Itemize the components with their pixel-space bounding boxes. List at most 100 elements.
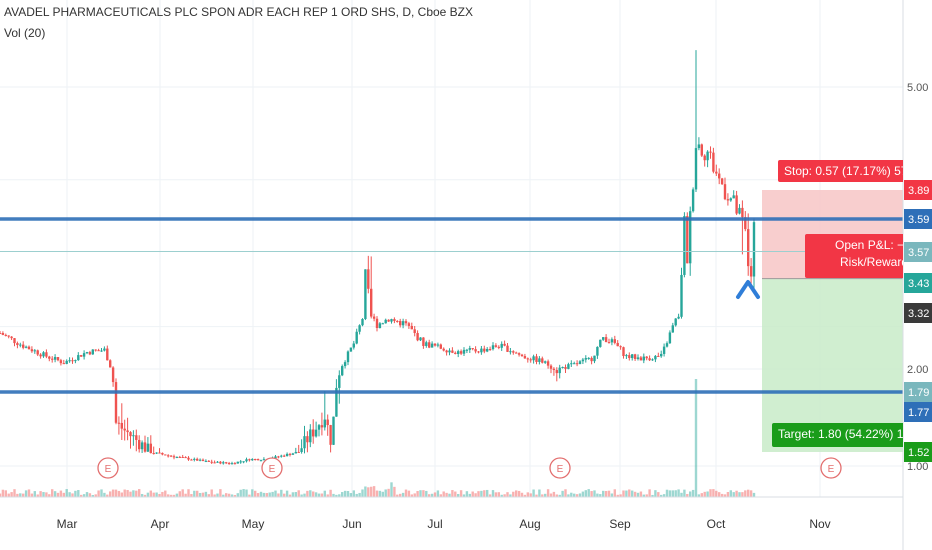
candle-body [738,207,741,214]
volume-bar [749,490,753,497]
volume-bar [193,490,196,497]
volume-bar [45,492,48,497]
candle-body [338,375,341,388]
volume-bar [143,494,147,497]
candle [660,350,663,358]
candle [303,425,306,454]
candle [45,349,48,359]
candle [570,360,573,367]
earnings-marker: E [97,457,119,479]
candle-body [158,452,161,454]
candle-body [599,339,602,347]
candle [169,455,173,458]
candle-body [715,171,718,174]
candle [459,349,463,356]
x-tick-label: Apr [151,517,170,531]
volume-bar [343,490,347,497]
x-axis: Mar Apr May Jun Jul Aug Sep Oct Nov [0,496,903,531]
candle [439,343,442,350]
candle [4,333,7,337]
candle [639,355,643,361]
candle-body [77,355,80,361]
volume-bar [665,489,669,497]
volume-bar [483,490,486,497]
volume-bar [602,490,605,497]
candle [677,313,680,320]
price-label-text: 1.52 [908,447,929,459]
chart-title: AVADEL PHARMACEUTICALS PLC SPON ADR EACH… [4,5,474,19]
candle [167,454,170,458]
volume-bar [546,489,550,497]
volume-bar [259,491,263,497]
candle [657,352,660,357]
candle-body [459,351,463,354]
volume-bar [82,494,86,497]
volume-bar [138,489,141,497]
candle-body [613,339,616,343]
candle [378,322,382,329]
candle-body [642,356,645,361]
volume-bar [506,492,509,497]
volume-bar [393,486,396,497]
volume-bars [0,379,756,497]
up-arrow-icon [736,280,760,299]
target-label-text: Target: 1.80 (54.22%) 180, Am [778,427,932,441]
candle-body [152,453,155,455]
volume-bar [729,490,732,497]
candle [399,318,402,328]
candle [430,341,434,348]
volume-bar [140,493,144,497]
price-label-bg [904,180,932,200]
candle-body [607,342,611,344]
candle [242,461,245,464]
earnings-circle [820,457,842,479]
volume-bar [106,494,109,497]
volume-bar [732,492,735,497]
candle [56,356,60,362]
volume-bar [117,490,121,497]
volume-bar [538,489,541,497]
candle [106,345,109,361]
candle-body [749,266,753,277]
earnings-marker: E [549,457,571,479]
candle [622,346,625,359]
candle [616,340,619,347]
candle [80,354,83,357]
volume-bar [22,493,25,497]
candle [181,454,184,458]
candle [129,431,132,449]
volume-bar [497,492,500,497]
candle-body [610,339,614,343]
candle-body [100,350,103,352]
volume-bar [358,492,361,497]
volume-bar [515,490,518,497]
earnings-label: E [557,464,564,475]
candle [158,448,161,454]
candle-body [747,229,750,267]
price-label-text: 3.43 [908,278,929,290]
candle-body [138,439,141,450]
candle [747,213,750,276]
volume-bar [10,492,13,497]
candle-body [497,346,500,348]
candle-body [106,348,109,361]
candle-body [167,455,170,457]
candle [396,320,399,323]
candle [51,356,54,363]
candle [500,341,503,351]
volume-bar [291,492,295,497]
candle-body [109,360,112,368]
volume-bar [216,493,219,497]
candle-body [729,198,732,201]
candle [462,347,466,357]
candle [694,50,698,193]
volume-bar [27,489,31,497]
volume-bar [517,490,521,497]
volume-bar [53,491,57,497]
volume-bar [407,490,411,497]
candle-body [288,453,292,455]
candle-body [387,319,390,322]
volume-bar [254,490,257,497]
candle [364,269,367,321]
